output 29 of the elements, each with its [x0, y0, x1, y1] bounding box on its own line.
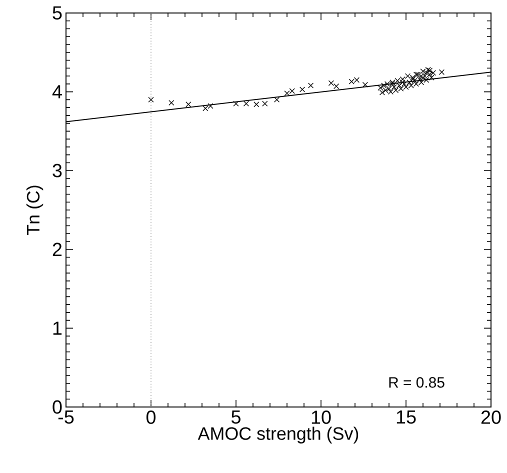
- point: [254, 102, 260, 108]
- point: [148, 96, 154, 102]
- annotation: R = 0.85: [389, 377, 444, 388]
- point: [438, 69, 445, 75]
- x-tick-label: 10: [312, 410, 331, 424]
- point: [168, 100, 174, 106]
- point: [233, 100, 239, 106]
- y-axis-title: Tn (C): [26, 186, 44, 235]
- point: [379, 90, 386, 96]
- point: [299, 86, 306, 92]
- x-tick-label: 15: [396, 410, 416, 424]
- x-tick-label: 5: [231, 410, 240, 424]
- point: [274, 96, 280, 102]
- y-tick-label: 4: [52, 85, 62, 98]
- point: [333, 83, 340, 90]
- point: [308, 82, 314, 88]
- y-tick-label: 5: [52, 6, 62, 20]
- point: [328, 80, 334, 86]
- x-axis-title: AMOC strength (Sv): [198, 426, 358, 444]
- y-tick-label: 2: [52, 242, 62, 256]
- point: [262, 100, 268, 106]
- x-tick-label: 0: [146, 410, 156, 424]
- x-tick-label: 20: [481, 410, 501, 424]
- y-tick-label: 1: [53, 322, 62, 335]
- point: [381, 82, 387, 88]
- point: [362, 82, 368, 88]
- y-tick-label: 3: [52, 164, 62, 178]
- point: [186, 102, 192, 108]
- point: [243, 100, 250, 106]
